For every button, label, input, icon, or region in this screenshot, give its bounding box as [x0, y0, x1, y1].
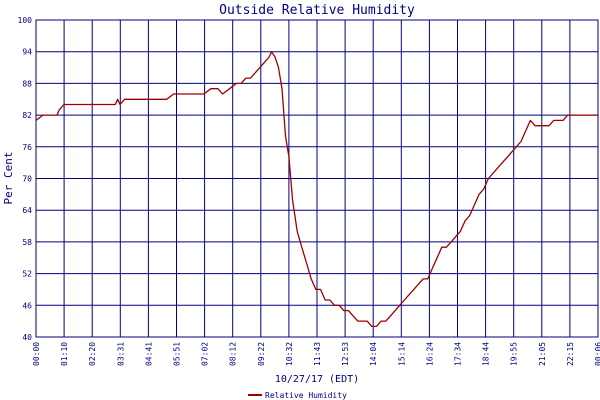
legend: Relative Humidity — [248, 391, 347, 400]
x-tick-label: 03:31 — [116, 342, 125, 366]
x-tick-label: 16:24 — [425, 342, 434, 366]
x-tick-label: 10:32 — [285, 342, 294, 366]
x-tick-label: 15:14 — [397, 342, 406, 366]
x-tick-label: 00:06 — [594, 342, 600, 366]
x-tick-labels: 00:00 01:10 02:20 03:31 04:41 05:51 07:02 08:12… — [32, 342, 600, 366]
y-tick-label: 82 — [22, 111, 32, 120]
y-tick-label: 70 — [22, 175, 32, 184]
x-tick-label: 07:02 — [201, 342, 210, 366]
y-tick-label: 52 — [22, 270, 32, 279]
y-tick-label: 76 — [22, 143, 32, 152]
y-tick-label: 46 — [22, 301, 32, 310]
x-tick-label: 17:34 — [454, 342, 463, 366]
x-tick-label: 05:51 — [173, 342, 182, 366]
x-tick-label: 14:04 — [369, 342, 378, 366]
legend-label: Relative Humidity — [265, 391, 347, 400]
x-tick-label: 12:53 — [341, 342, 350, 366]
y-tick-labels: 40 46 52 58 64 70 76 82 88 94 100 — [18, 16, 33, 342]
y-tick-label: 88 — [22, 79, 32, 88]
x-tick-label: 02:20 — [88, 342, 97, 366]
x-tick-label: 19:55 — [510, 342, 519, 366]
y-tick-label: 100 — [18, 16, 33, 25]
y-tick-label: 64 — [22, 206, 32, 215]
series-line-relative-humidity — [35, 51, 598, 328]
chart-title: Outside Relative Humidity — [219, 3, 415, 18]
y-tick-label: 40 — [22, 333, 32, 342]
x-tick-label: 09:22 — [257, 342, 266, 366]
series-layer — [35, 51, 598, 328]
x-tick-label: 21:05 — [538, 342, 547, 366]
y-tick-label: 94 — [22, 48, 32, 57]
x-tick-label: 01:10 — [60, 342, 69, 366]
y-axis-label: Per Cent — [2, 152, 15, 205]
x-tick-label: 00:00 — [32, 342, 41, 366]
plot-frame — [35, 19, 599, 338]
y-tick-label: 58 — [22, 238, 32, 247]
x-tick-label: 11:43 — [313, 342, 322, 366]
x-tick-label: 18:44 — [482, 342, 491, 366]
x-tick-label: 22:15 — [566, 342, 575, 366]
x-tick-label: 08:12 — [229, 342, 238, 366]
x-axis-label: 10/27/17 (EDT) — [275, 374, 359, 385]
x-tick-label: 04:41 — [144, 342, 153, 366]
